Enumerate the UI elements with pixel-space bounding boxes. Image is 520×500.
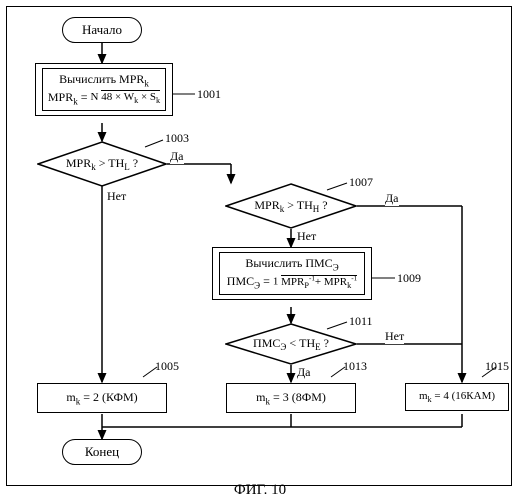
p1001-eq: = (81, 90, 88, 104)
p1009-num: 1 (273, 276, 279, 288)
id-1003: 1003 (165, 131, 189, 146)
p1001-lhs: MPR (48, 90, 73, 104)
p1001-den: 48 × Wk × Sk (101, 90, 160, 103)
p1005-text: mk = 2 (КФМ) (66, 390, 137, 404)
p1015-text: mk = 4 (16КАМ) (419, 390, 495, 402)
start-label: Начало (82, 22, 122, 38)
process-1001: Вычислить MPRk MPRk = N 48 × Wk × Sk (35, 63, 173, 116)
d1007-no: Нет (297, 229, 316, 244)
terminator-start: Начало (62, 17, 142, 43)
process-1015: mk = 4 (16КАМ) (405, 383, 509, 411)
id-1013: 1013 (343, 359, 367, 374)
p1001-line1: Вычислить MPR (59, 72, 144, 86)
p1009-line1: Вычислить ПМС (245, 256, 332, 270)
p1009-lhs: ПМС (227, 274, 254, 288)
d1003-no: Нет (107, 189, 126, 204)
decision-1007: MPRk > THH ? (225, 183, 357, 229)
p1001-line1-sub: k (144, 78, 149, 88)
process-1009: Вычислить ПМСЭ ПМСЭ = 1 MPRP-1+ MPRk-1 (212, 247, 372, 300)
id-1001: 1001 (197, 87, 221, 102)
d1011-no: Нет (385, 329, 404, 344)
d1007-yes: Да (385, 191, 399, 206)
id-1009: 1009 (397, 271, 421, 286)
p1009-lhs-sub: Э (254, 281, 260, 291)
p1013-text: mk = 3 (8ФМ) (256, 390, 326, 404)
process-1005: mk = 2 (КФМ) (37, 383, 167, 413)
id-1015: 1015 (485, 359, 509, 374)
p1009-line1-sub: Э (333, 262, 339, 272)
decision-1011: ПМСЭ < THE ? (225, 323, 357, 365)
p1009-eq: = (263, 274, 270, 288)
p1009-den: MPRP-1+ MPRk-1 (281, 275, 357, 288)
d1003-yes: Да (170, 149, 184, 164)
terminator-end: Конец (62, 439, 142, 465)
id-1011: 1011 (349, 314, 373, 329)
id-1007: 1007 (349, 175, 373, 190)
end-label: Конец (85, 444, 119, 460)
figure-caption: ФИГ. 10 (0, 482, 520, 499)
p1001-num: N (90, 91, 98, 103)
diagram-frame: Начало Вычислить MPRk MPRk = N 48 × Wk ×… (6, 6, 512, 486)
d1011-yes: Да (297, 365, 311, 380)
decision-1003: MPRk > THL ? (37, 141, 167, 187)
process-1013: mk = 3 (8ФМ) (226, 383, 356, 413)
id-1005: 1005 (155, 359, 179, 374)
p1001-lhs-sub: k (73, 97, 78, 107)
